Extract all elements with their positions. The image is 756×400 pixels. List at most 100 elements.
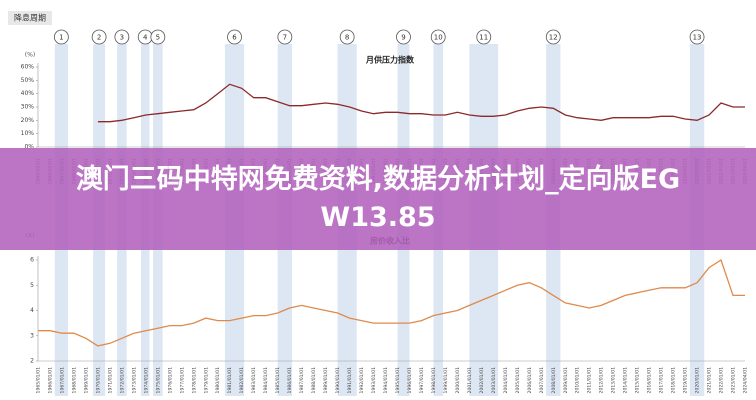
header-box: [8, 11, 52, 25]
x-tick-label: 2019/01/01: [683, 367, 689, 394]
y-tick-label: 60%: [21, 64, 35, 71]
x-tick-label: 2010/01/01: [575, 367, 581, 394]
x-tick-label: 1996/01/01: [407, 367, 413, 394]
x-tick-label: 1989/01/01: [323, 367, 329, 394]
cycle-label: 11: [479, 34, 488, 42]
x-tick-label: 1971/01/01: [107, 367, 113, 394]
cycle-label: 5: [156, 34, 160, 42]
x-tick-label: 1993/01/01: [371, 367, 377, 394]
cycle-marker: [114, 29, 130, 45]
x-tick-label: 1997/01/01: [419, 367, 425, 394]
cycle-marker: [150, 29, 166, 45]
x-tick-label: 2011/01/01: [587, 367, 593, 394]
x-tick-label: 2002/01/01: [479, 367, 485, 394]
x-tick-label: 1992/01/01: [359, 367, 365, 394]
x-tick-label: 1987/01/01: [299, 367, 305, 394]
x-tick-label: 2001/01/01: [467, 367, 473, 394]
x-tick-label: 1977/01/01: [179, 367, 185, 394]
x-tick-label: 2005/01/01: [515, 367, 521, 394]
x-tick-label: 2015/01/01: [635, 367, 641, 394]
x-tick-label: 1979/01/01: [203, 367, 209, 394]
cycle-label: 10: [434, 34, 443, 42]
x-tick-label: 1981/01/01: [227, 367, 233, 394]
x-tick-label: 2007/01/01: [539, 367, 545, 394]
y-tick-label: 5: [30, 282, 34, 289]
cycle-marker: [476, 29, 492, 45]
x-tick-label: 2000/01/01: [455, 367, 461, 394]
x-tick-label: 1970/01/01: [95, 367, 101, 394]
x-tick-label: 2003/01/01: [491, 367, 497, 394]
y-tick-label: 0%: [24, 144, 34, 151]
x-tick-label: 1980/01/01: [215, 367, 221, 394]
cycle-marker: [430, 29, 446, 45]
x-tick-label: 2004/01/01: [503, 367, 509, 394]
cycle-marker: [91, 29, 107, 45]
x-tick-label: 1966/01/01: [48, 367, 54, 394]
y-tick-label: 10%: [21, 130, 35, 137]
cycle-label: 1: [59, 34, 63, 42]
cycle-label: 13: [693, 34, 702, 42]
data-line: [38, 259, 745, 347]
x-tick-label: 1982/01/01: [239, 367, 245, 394]
x-tick-label: 1998/01/01: [431, 367, 437, 394]
x-tick-label: 2006/01/01: [527, 367, 533, 394]
cycle-marker: [689, 29, 705, 45]
cycle-label: 12: [549, 34, 558, 42]
y-tick-label: 30%: [21, 104, 35, 111]
cycle-marker: [53, 29, 69, 45]
x-tick-label: 2009/01/01: [563, 367, 569, 394]
x-tick-label: 2016/01/01: [647, 367, 653, 394]
banner-text: 澳门三码中特网免费资料,数据分析计划_定向版EGW13.85: [75, 164, 681, 233]
x-tick-label: 1965/01/01: [36, 367, 42, 394]
cycle-label: 3: [120, 34, 124, 42]
cycle-marker: [277, 29, 293, 45]
x-tick-label: 1967/01/01: [60, 367, 66, 394]
cycle-label: 9: [401, 34, 405, 42]
x-tick-label: 1972/01/01: [119, 367, 125, 394]
cycle-marker: [396, 29, 411, 45]
x-tick-label: 2021/01/01: [707, 367, 713, 394]
x-tick-label: 2024/04/01: [743, 367, 749, 394]
x-tick-label: 2022/01/01: [719, 367, 725, 394]
x-tick-label: 1985/01/01: [275, 367, 281, 394]
cycle-label: 7: [283, 34, 287, 42]
x-tick-label: 1984/01/01: [263, 367, 269, 394]
x-tick-label: 1973/01/01: [131, 367, 137, 394]
x-tick-label: 1968/01/01: [71, 367, 77, 394]
cycle-label: 2: [97, 34, 101, 42]
y-tick-label: 4: [30, 307, 34, 314]
x-tick-label: 2017/01/01: [659, 367, 665, 394]
cycle-marker: [545, 29, 561, 45]
x-tick-label: 2012/01/01: [599, 367, 605, 394]
x-tick-label: 2023/01/01: [731, 367, 737, 394]
cycle-marker: [227, 29, 242, 45]
x-tick-label: 2020/01/01: [695, 367, 701, 394]
header-label: 降息周期: [14, 13, 46, 23]
x-tick-label: 1976/01/01: [167, 367, 173, 394]
y-tick-label: 50%: [21, 77, 35, 84]
y-tick-label: 3: [30, 332, 34, 339]
cycle-label: 4: [143, 34, 148, 42]
x-tick-label: 1999/01/01: [443, 367, 449, 394]
x-tick-label: 1986/01/01: [287, 367, 293, 394]
x-tick-label: 1994/01/01: [383, 367, 389, 394]
cycle-label: 8: [345, 34, 349, 42]
y-tick-label: 6: [30, 257, 34, 264]
data-line: [97, 83, 745, 123]
x-tick-label: 1988/01/01: [311, 367, 317, 394]
x-tick-label: 2014/01/01: [623, 367, 629, 394]
x-tick-label: 1974/01/01: [143, 367, 149, 394]
x-tick-label: 1991/01/01: [347, 367, 353, 394]
cycle-marker: [339, 29, 355, 45]
x-tick-label: 1990/01/01: [335, 367, 341, 394]
x-tick-label: 1975/01/01: [155, 367, 161, 394]
cycle-label: 6: [232, 34, 237, 42]
x-tick-label: 1978/01/01: [191, 367, 197, 394]
x-tick-label: 2018/01/01: [671, 367, 677, 394]
chart-title: 月供压力指数: [365, 55, 415, 65]
x-tick-label: 2008/01/01: [551, 367, 557, 394]
y-tick-label: 20%: [21, 117, 35, 124]
x-tick-label: 2013/01/01: [611, 367, 617, 394]
banner: 澳门三码中特网免费资料,数据分析计划_定向版EGW13.85: [0, 148, 756, 250]
